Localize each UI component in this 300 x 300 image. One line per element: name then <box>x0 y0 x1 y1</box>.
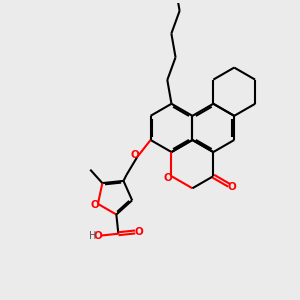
Text: O: O <box>228 182 237 192</box>
Text: O: O <box>130 149 139 160</box>
Text: O: O <box>163 173 172 183</box>
Text: H: H <box>89 231 97 242</box>
Text: O: O <box>135 226 144 236</box>
Text: O: O <box>93 231 102 241</box>
Text: O: O <box>90 200 99 210</box>
